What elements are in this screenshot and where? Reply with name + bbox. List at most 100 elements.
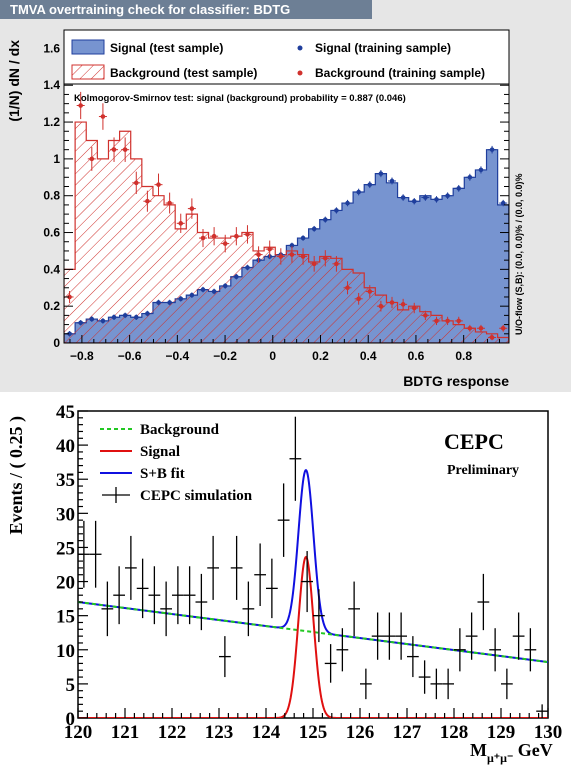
background-training-point bbox=[500, 325, 506, 331]
background-training-point bbox=[467, 325, 473, 331]
signal-training-point bbox=[145, 311, 150, 316]
background-training-point bbox=[234, 233, 239, 239]
background-training-point bbox=[267, 246, 273, 252]
x-tick-label: 129 bbox=[487, 722, 516, 743]
y-tick-label: 0.6 bbox=[43, 226, 60, 240]
legend-background-training-marker bbox=[297, 70, 303, 76]
y-tick-label: 30 bbox=[56, 504, 75, 525]
signal-training-point bbox=[389, 178, 395, 184]
chart-title: TMVA overtraining check for classifier: … bbox=[10, 2, 290, 17]
signal-training-point bbox=[356, 189, 361, 195]
signal-training-point bbox=[500, 200, 506, 206]
background-training-point bbox=[300, 254, 306, 259]
y-axis-label: Events / ( 0.25 ) bbox=[6, 416, 27, 535]
background-training-point bbox=[256, 252, 261, 257]
background-training-point bbox=[434, 318, 439, 324]
signal-training-point bbox=[411, 198, 417, 204]
background-training-point bbox=[178, 221, 184, 226]
legend: Background Signal S+B fit CEPC simulation bbox=[100, 422, 253, 504]
x-tick-label: 128 bbox=[440, 722, 469, 743]
y-tick-label: 25 bbox=[56, 538, 75, 559]
legend-box bbox=[63, 29, 510, 85]
legend-signal-training-label: Signal (training sample) bbox=[315, 41, 451, 55]
background-training-point bbox=[133, 180, 139, 186]
signal-training-point bbox=[89, 316, 95, 322]
x-tick-label: 0 bbox=[269, 349, 276, 363]
signal-training-point bbox=[111, 314, 117, 320]
y-tick-label: 0.8 bbox=[43, 189, 60, 203]
background-training-point bbox=[211, 233, 217, 239]
signal-training-point bbox=[367, 182, 373, 187]
background-training-point bbox=[445, 318, 450, 324]
chart-title-box bbox=[0, 0, 372, 19]
legend-label: Background bbox=[140, 422, 220, 438]
background-fit-curve bbox=[78, 601, 548, 664]
x-tick-label: −0.2 bbox=[213, 349, 237, 363]
signal-training-point bbox=[400, 195, 406, 200]
y-tick-label: 45 bbox=[56, 402, 75, 423]
signal-training-point bbox=[467, 174, 473, 180]
background-training-point bbox=[67, 294, 72, 300]
background-training-point bbox=[423, 313, 428, 318]
signal-fit-curve bbox=[78, 555, 548, 718]
ks-test-text: Kolmogorov-Smirnov test: signal (backgro… bbox=[74, 93, 406, 104]
x-tick-label: 127 bbox=[393, 722, 422, 743]
signal-training-point bbox=[423, 195, 428, 200]
background-training-point bbox=[167, 200, 172, 206]
background-training-point bbox=[356, 296, 361, 302]
background-training-point bbox=[345, 285, 350, 291]
y-tick-label: 35 bbox=[56, 470, 75, 491]
x-tick-label: 0.2 bbox=[312, 349, 329, 363]
x-tick-label: 124 bbox=[252, 722, 281, 743]
legend: Signal (test sample) Background (test sam… bbox=[63, 29, 510, 85]
signal-training-point bbox=[133, 314, 139, 320]
background-training-markers bbox=[65, 91, 508, 341]
signal-training-point bbox=[334, 208, 339, 213]
cepc-label: CEPC bbox=[444, 429, 504, 454]
signal-training-point bbox=[489, 147, 495, 152]
signal-training-point bbox=[156, 300, 161, 305]
overflow-text: U/O-flow (S,B): (0.0, 0.0)% / (0.0, 0.0)… bbox=[514, 173, 524, 335]
background-training-point bbox=[100, 114, 106, 119]
signal-training-point bbox=[345, 200, 350, 206]
legend-label: S+B fit bbox=[140, 466, 185, 482]
y-tick-label: 20 bbox=[56, 573, 75, 594]
background-training-point bbox=[111, 147, 117, 152]
legend-background-test-label: Background (test sample) bbox=[110, 66, 257, 80]
signal-training-point bbox=[245, 265, 250, 270]
x-axis-label: Mμ⁺μ⁻ GeV bbox=[470, 740, 553, 765]
legend-signal-test-label: Signal (test sample) bbox=[110, 41, 223, 55]
background-training-point bbox=[222, 241, 228, 246]
background-training-point bbox=[311, 261, 317, 267]
background-training-point bbox=[145, 198, 150, 204]
background-training-point bbox=[189, 206, 195, 211]
y-tick-label: 1.4 bbox=[43, 78, 60, 92]
y-tick-label: 0.2 bbox=[43, 299, 60, 313]
x-tick-label: −0.4 bbox=[165, 349, 189, 363]
signal-training-point bbox=[100, 318, 106, 324]
x-axis-label-unit: GeV bbox=[513, 740, 553, 760]
signal-training-point bbox=[222, 283, 228, 289]
background-training-point bbox=[289, 252, 295, 257]
background-training-point bbox=[400, 302, 406, 307]
x-tick-label: 125 bbox=[299, 722, 328, 743]
tmva-overtraining-panel: TMVA overtraining check for classifier: … bbox=[0, 0, 571, 392]
histograms bbox=[64, 91, 509, 343]
x-tick-label: 122 bbox=[158, 722, 187, 743]
preliminary-label: Preliminary bbox=[447, 463, 519, 478]
x-tick-label: 120 bbox=[64, 722, 93, 743]
x-tick-label: 0.4 bbox=[360, 349, 377, 363]
tmva-overtraining-chart: TMVA overtraining check for classifier: … bbox=[0, 0, 524, 389]
background-training-point bbox=[89, 156, 95, 162]
y-tick-label: 10 bbox=[56, 641, 75, 662]
fit-curves bbox=[78, 468, 548, 718]
signal-training-point bbox=[234, 274, 239, 280]
y-tick-label: 15 bbox=[56, 607, 75, 628]
x-tick-label: 0.6 bbox=[408, 349, 425, 363]
y-tick-label: 1.6 bbox=[43, 41, 60, 55]
cepc-mass-fit-panel: 120 121 122 123 124 125 126 127 128 129 130 0 5 10 15 2… bbox=[0, 392, 571, 768]
y-tick-label: 5 bbox=[66, 675, 76, 696]
signal-training-point bbox=[445, 193, 450, 199]
x-tick-label: 0.8 bbox=[455, 349, 472, 363]
signal-training-point bbox=[189, 292, 195, 298]
